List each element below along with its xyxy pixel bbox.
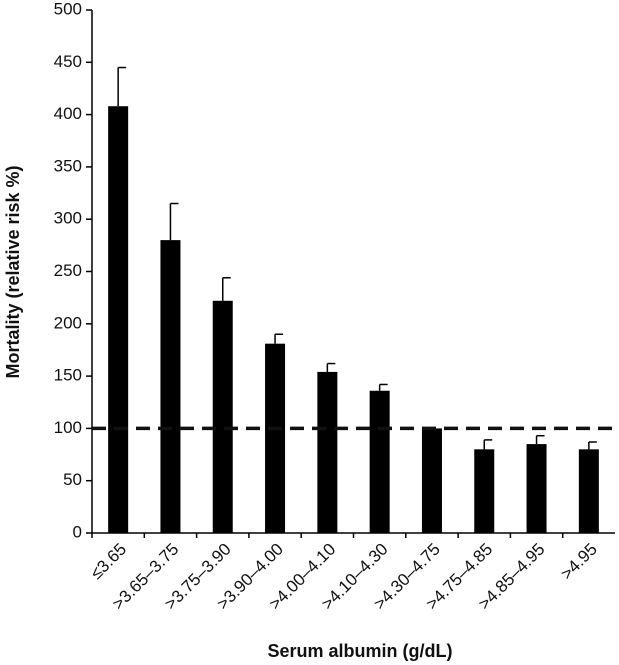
- bar: [317, 371, 338, 533]
- y-tick-label: 500: [54, 0, 82, 18]
- bar: [526, 444, 547, 533]
- x-axis-title: Serum albumin (g/dL): [267, 641, 452, 661]
- x-tick-label: ≤3.65: [87, 540, 130, 583]
- bar: [265, 343, 286, 533]
- y-tick-label: 50: [63, 470, 82, 489]
- bar: [212, 300, 233, 533]
- y-tick-label: 400: [54, 104, 82, 123]
- y-axis-title: Mortality (relative risk %): [3, 165, 23, 378]
- y-tick-label: 150: [54, 366, 82, 385]
- y-tick-label: 450: [54, 52, 82, 71]
- bar: [369, 390, 390, 533]
- y-tick-label: 100: [54, 418, 82, 437]
- x-tick-label: >4.95: [557, 540, 601, 584]
- bar: [160, 240, 181, 533]
- bar: [474, 449, 495, 533]
- bar: [108, 106, 129, 534]
- bar: [421, 428, 442, 533]
- y-tick-label: 250: [54, 261, 82, 280]
- y-tick-label: 350: [54, 156, 82, 175]
- y-tick-label: 0: [73, 522, 82, 541]
- y-tick-label: 200: [54, 313, 82, 332]
- y-tick-label: 300: [54, 209, 82, 228]
- bar: [578, 449, 599, 533]
